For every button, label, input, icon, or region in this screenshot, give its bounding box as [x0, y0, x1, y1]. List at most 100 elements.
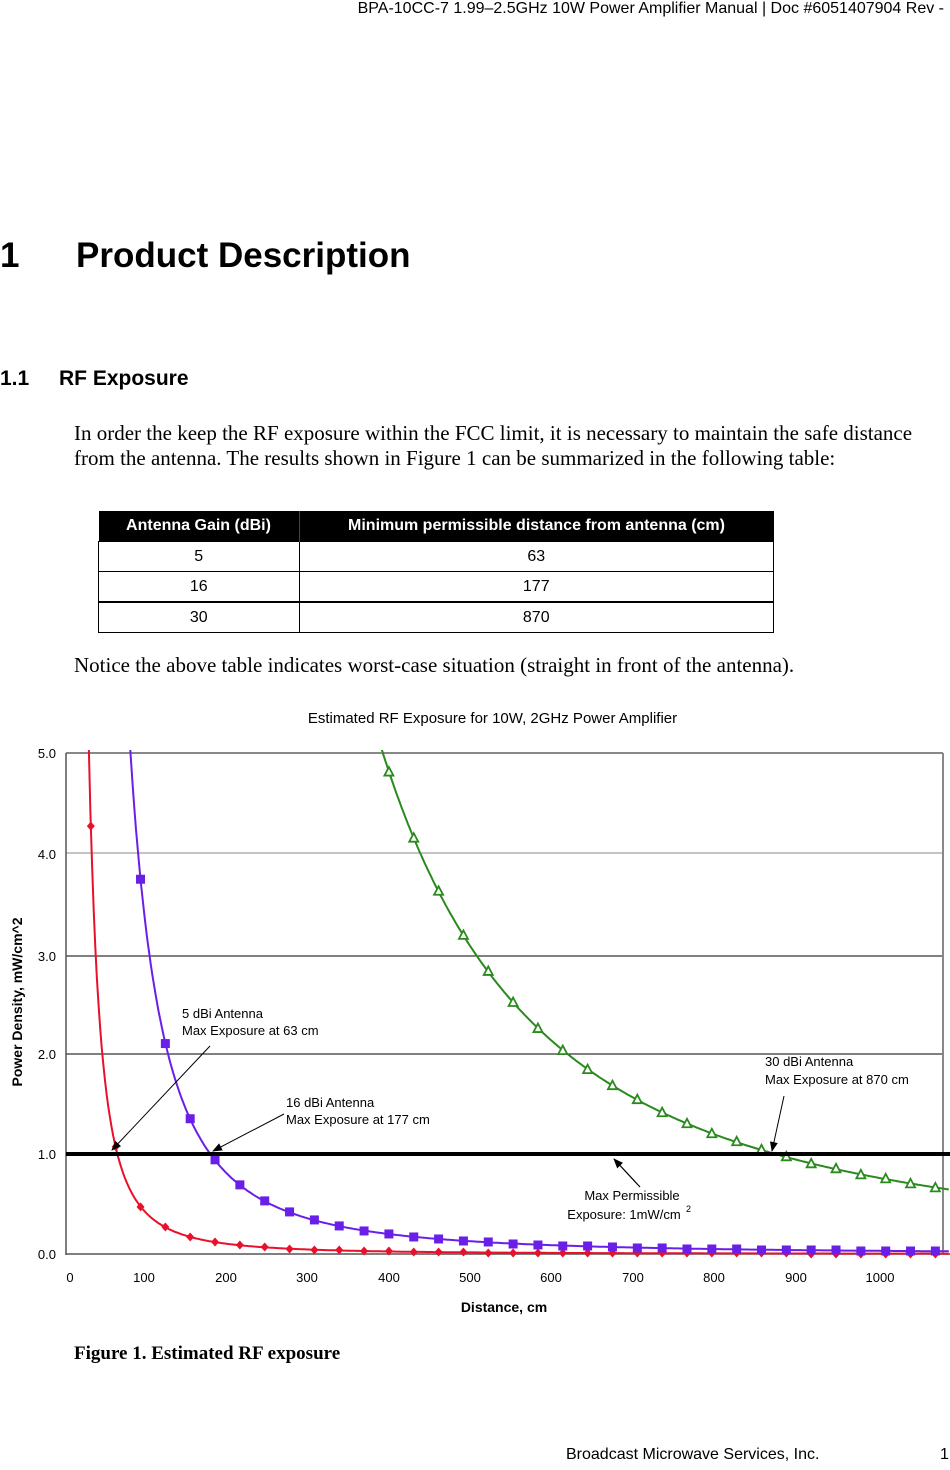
triangle-marker-icon — [556, 1043, 569, 1055]
table-header-row: Antenna Gain (dBi) Minimum permissible d… — [98, 511, 774, 542]
subsection-title: RF Exposure — [59, 367, 189, 390]
diamond-marker-icon — [384, 1246, 393, 1256]
triangle-marker-icon — [432, 884, 445, 896]
x-tick: 700 — [622, 1270, 644, 1285]
triangle-marker-icon — [656, 1105, 669, 1118]
y-tick-labels: 5.0 4.0 3.0 2.0 1.0 0.0 — [38, 746, 56, 1262]
column-header-distance: Minimum permissible distance from antenn… — [298, 511, 774, 542]
diamond-marker-icon — [186, 1232, 195, 1242]
x-tick: 900 — [785, 1270, 807, 1285]
square-marker-icon — [434, 1234, 444, 1244]
diamond-marker-icon — [235, 1240, 244, 1250]
cell-gain: 30 — [98, 601, 300, 633]
diamond-marker-icon — [360, 1246, 369, 1256]
square-marker-icon — [136, 874, 146, 884]
square-marker-icon — [210, 1155, 220, 1165]
svg-text:16 dBi Antenna: 16 dBi Antenna — [286, 1095, 375, 1110]
cell-gain: 16 — [98, 571, 300, 603]
y-tick: 3.0 — [38, 949, 56, 964]
triangle-marker-icon — [606, 1078, 619, 1091]
diamond-marker-icon — [335, 1245, 344, 1255]
triangle-marker-icon — [457, 928, 470, 940]
square-marker-icon — [334, 1221, 344, 1231]
x-axis-label: Distance, cm — [461, 1299, 547, 1315]
diamond-marker-icon — [86, 821, 95, 831]
svg-text:Max Permissible: Max Permissible — [584, 1188, 679, 1203]
triangle-marker-icon — [705, 1126, 718, 1139]
x-tick: 400 — [378, 1270, 400, 1285]
cell-distance: 870 — [298, 601, 774, 633]
y-tick: 2.0 — [38, 1047, 56, 1062]
diamond-marker-icon — [509, 1248, 518, 1258]
triangle-marker-icon — [929, 1180, 942, 1193]
cell-distance: 63 — [298, 541, 774, 572]
square-marker-icon — [285, 1207, 295, 1217]
intro-paragraph: In order the keep the RF exposure within… — [74, 421, 913, 470]
diamond-marker-icon — [533, 1248, 542, 1258]
annotation-max-permissible: Max Permissible Exposure: 1mW/cm 2 — [567, 1158, 691, 1222]
annotation-5dbi: 5 dBi Antenna Max Exposure at 63 cm — [111, 1006, 319, 1151]
section-title: Product Description — [76, 236, 411, 275]
x-tick: 600 — [540, 1270, 562, 1285]
arrow-icon — [770, 1095, 785, 1152]
figure-caption: Figure 1. Estimated RF exposure — [74, 1343, 341, 1364]
triangle-marker-icon — [854, 1167, 867, 1180]
x-tick: 800 — [703, 1270, 725, 1285]
square-marker-icon — [160, 1039, 170, 1049]
x-tick-labels: 0 100 200 300 400 500 600 700 800 900 10… — [66, 1270, 894, 1285]
diamond-marker-icon — [459, 1247, 468, 1257]
diamond-marker-icon — [409, 1247, 418, 1257]
triangle-marker-icon — [382, 765, 395, 777]
triangle-marker-icon — [407, 831, 420, 843]
x-tick: 300 — [296, 1270, 318, 1285]
annotation-16dbi: 16 dBi Antenna Max Exposure at 177 cm — [212, 1095, 430, 1152]
footer-company: Broadcast Microwave Services, Inc. — [566, 1446, 820, 1463]
table-row: 30 870 — [98, 601, 774, 633]
section-heading: 1 Product Description — [0, 236, 410, 276]
series-line — [380, 750, 949, 1191]
x-tick: 500 — [459, 1270, 481, 1285]
square-marker-icon — [856, 1246, 866, 1256]
triangle-marker-icon — [631, 1092, 644, 1105]
triangle-marker-icon — [730, 1134, 743, 1147]
page-number: 1 — [940, 1446, 949, 1463]
triangle-marker-icon — [531, 1021, 544, 1033]
triangle-marker-icon — [830, 1161, 843, 1174]
arrow-icon — [212, 1113, 285, 1152]
triangle-marker-icon — [581, 1062, 594, 1075]
y-tick: 5.0 — [38, 746, 56, 761]
x-tick: 0 — [66, 1270, 73, 1285]
square-marker-icon — [657, 1243, 667, 1253]
svg-text:5 dBi Antenna: 5 dBi Antenna — [182, 1006, 264, 1021]
diamond-marker-icon — [310, 1245, 319, 1255]
document-header: BPA-10CC-7 1.99–2.5GHz 10W Power Amplifi… — [357, 0, 944, 17]
chart-title: Estimated RF Exposure for 10W, 2GHz Powe… — [307, 710, 678, 727]
square-marker-icon — [632, 1243, 642, 1253]
cell-distance: 177 — [298, 571, 774, 603]
axes — [65, 753, 950, 1255]
diamond-marker-icon — [285, 1244, 294, 1254]
annotation-30dbi: 30 dBi Antenna Max Exposure at 870 cm — [765, 1054, 909, 1152]
series-line — [129, 750, 949, 1253]
triangle-marker-icon — [879, 1171, 892, 1184]
svg-text:Max Exposure at 63 cm: Max Exposure at 63 cm — [182, 1023, 319, 1038]
square-marker-icon — [235, 1180, 245, 1190]
series-layer — [86, 750, 949, 1259]
x-tick: 100 — [133, 1270, 155, 1285]
square-marker-icon — [930, 1246, 940, 1256]
y-axis-label: Power Density, mW/cm^2 — [9, 917, 25, 1086]
square-marker-icon — [831, 1245, 841, 1255]
square-marker-icon — [607, 1242, 617, 1252]
table-row: 16 177 — [98, 571, 774, 603]
svg-text:30 dBi Antenna: 30 dBi Antenna — [765, 1054, 854, 1069]
note-paragraph: Notice the above table indicates worst-c… — [74, 653, 795, 677]
arrow-icon — [111, 1045, 211, 1151]
square-marker-icon — [483, 1237, 493, 1247]
diamond-marker-icon — [260, 1242, 269, 1252]
subsection-number: 1.1 — [0, 367, 30, 390]
series-line — [87, 750, 949, 1255]
diamond-marker-icon — [211, 1237, 220, 1247]
y-tick: 1.0 — [38, 1147, 56, 1162]
gridlines — [66, 752, 944, 1254]
square-marker-icon — [533, 1240, 543, 1250]
